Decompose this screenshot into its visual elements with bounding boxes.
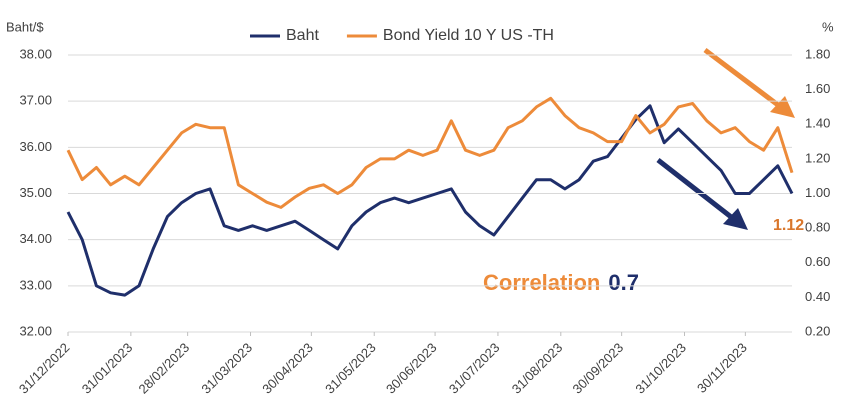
y-tick-label: 35.00 xyxy=(19,185,52,200)
y2-tick-label: 0.40 xyxy=(805,289,830,304)
y2-tick-label: 1.60 xyxy=(805,81,830,96)
last-value-annotation: 1.12 xyxy=(773,217,804,234)
y2-tick-label: 0.80 xyxy=(805,220,830,235)
y-tick-label: 38.00 xyxy=(19,46,52,61)
x-tick-label: 31/07/2023 xyxy=(446,340,503,397)
x-tick-label: 28/02/2023 xyxy=(136,340,193,397)
y2-tick-label: 1.80 xyxy=(805,46,830,61)
correlation-annotation: Correlation 0.7 xyxy=(483,270,639,295)
x-tick-label: 31/12/2022 xyxy=(16,340,73,397)
y-axis-title: Baht/$ xyxy=(6,19,44,34)
y2-tick-label: 1.00 xyxy=(805,185,830,200)
x-tick-label: 31/05/2023 xyxy=(322,340,379,397)
y2-tick-label: 1.40 xyxy=(805,116,830,131)
x-tick-label: 30/11/2023 xyxy=(694,340,750,396)
y2-axis-title: % xyxy=(822,19,834,34)
arrow-navy xyxy=(656,158,737,222)
y2-tick-label: 1.20 xyxy=(805,150,830,165)
x-tick-label: 31/08/2023 xyxy=(509,340,566,397)
x-tick-label: 31/10/2023 xyxy=(632,340,689,397)
y-tick-label: 32.00 xyxy=(19,323,52,338)
y-tick-label: 37.00 xyxy=(19,93,52,108)
x-tick-label: 30/06/2023 xyxy=(383,340,440,397)
y-tick-label: 33.00 xyxy=(19,277,52,292)
decor-arrows xyxy=(656,48,795,230)
x-tick-label: 30/09/2023 xyxy=(570,340,627,397)
x-tick-label: 31/01/2023 xyxy=(79,340,136,397)
y-tick-label: 34.00 xyxy=(19,231,52,246)
legend-label: Baht xyxy=(286,27,319,44)
arrow-orange xyxy=(703,48,784,110)
y2-tick-label: 0.60 xyxy=(805,254,830,269)
legend-label: Bond Yield 10 Y US -TH xyxy=(383,27,554,44)
arrow-head-orange xyxy=(770,96,795,118)
y-tick-label: 36.00 xyxy=(19,139,52,154)
x-tick-label: 31/03/2023 xyxy=(198,340,255,397)
y2-tick-label: 0.20 xyxy=(805,323,830,338)
arrow-head-navy xyxy=(723,208,748,230)
series-line xyxy=(66,104,794,297)
x-tick-label: 30/04/2023 xyxy=(259,340,316,397)
correlation-label: Correlation xyxy=(483,270,600,295)
series-line xyxy=(66,96,794,209)
correlation-value: 0.7 xyxy=(608,270,639,295)
